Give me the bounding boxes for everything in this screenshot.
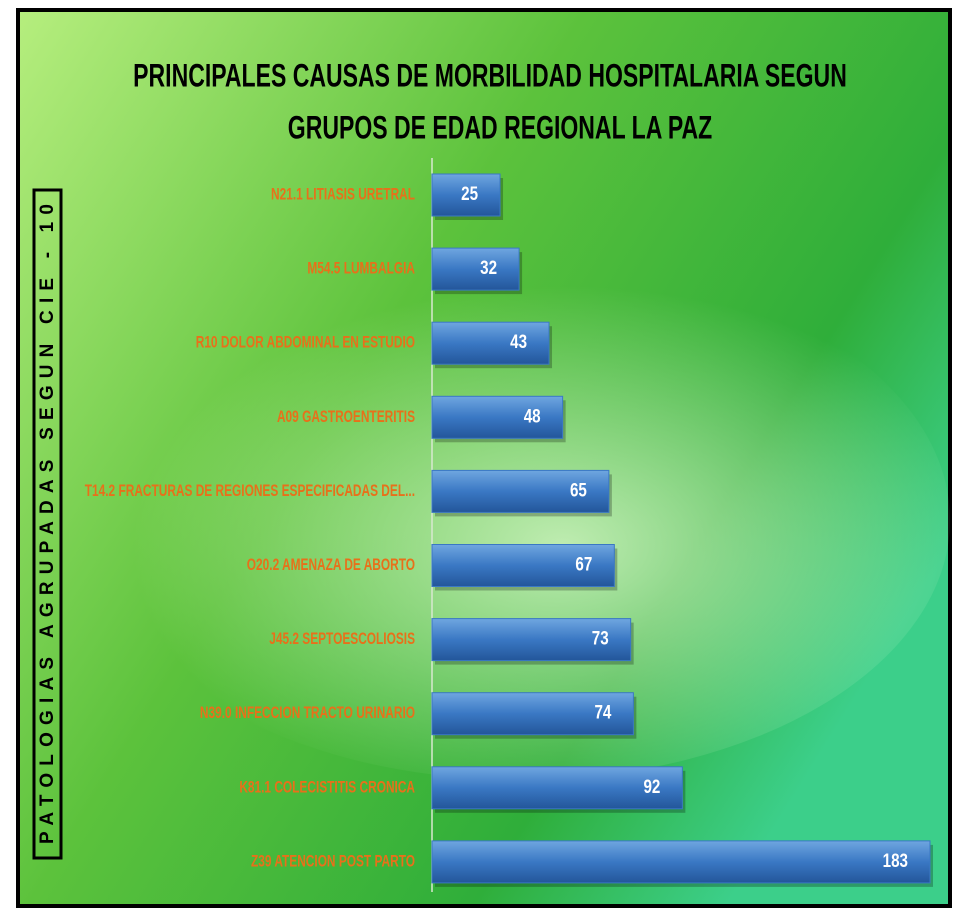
category-label: T14.2 FRACTURAS DE REGIONES ESPECIFICADA… bbox=[85, 482, 415, 501]
bar bbox=[431, 247, 520, 291]
chart-title: GRUPOS DE EDAD REGIONAL LA PAZ bbox=[288, 110, 712, 146]
value-label-group: 92 bbox=[643, 775, 660, 797]
value-label-group: 32 bbox=[480, 256, 497, 278]
value-label: 183 bbox=[883, 849, 908, 871]
value-label: 67 bbox=[575, 553, 592, 575]
category-label: M54.5 LUMBALGIA bbox=[307, 260, 415, 279]
category-label: J45.2 SEPTOESCOLIOSIS bbox=[269, 630, 415, 649]
bar bbox=[431, 395, 564, 439]
chart-title: PRINCIPALES CAUSAS DE MORBILIDAD HOSPITA… bbox=[133, 58, 847, 94]
value-label: 32 bbox=[480, 256, 497, 278]
bar bbox=[431, 321, 550, 365]
category-label-group: Z39 ATENCION POST PARTO bbox=[251, 852, 415, 871]
bar bbox=[431, 692, 634, 736]
background-glow bbox=[90, 260, 950, 780]
bar bbox=[431, 469, 610, 513]
category-label-group: T14.2 FRACTURAS DE REGIONES ESPECIFICADA… bbox=[85, 482, 415, 501]
value-label: 25 bbox=[461, 182, 478, 204]
bar bbox=[431, 618, 632, 662]
category-label: A09 GASTROENTERITIS bbox=[277, 408, 415, 427]
value-label-group: 48 bbox=[524, 405, 541, 427]
category-label: N39.0 INFECCION TRACTO URINARIO bbox=[200, 704, 415, 723]
value-label: 73 bbox=[592, 627, 609, 649]
value-label-group: 74 bbox=[594, 701, 611, 723]
axis-title-box bbox=[32, 188, 63, 860]
category-label-group: K81.1 COLECISTITIS CRONICA bbox=[239, 778, 415, 797]
value-label-group: 67 bbox=[575, 553, 592, 575]
value-label-group: 65 bbox=[570, 479, 587, 501]
bar bbox=[431, 766, 683, 810]
category-label: N21.1 LITIASIS URETRAL bbox=[271, 186, 415, 205]
category-label-group: M54.5 LUMBALGIA bbox=[307, 260, 415, 279]
bar bbox=[431, 840, 931, 884]
category-label: Z39 ATENCION POST PARTO bbox=[251, 852, 415, 871]
category-label: O20.2 AMENAZA DE ABORTO bbox=[247, 556, 415, 575]
value-label-group: 183 bbox=[883, 849, 908, 871]
category-label: R10 DOLOR ABDOMINAL EN ESTUDIO bbox=[196, 334, 415, 353]
category-label-group: N21.1 LITIASIS URETRAL bbox=[271, 186, 415, 205]
category-label-group: J45.2 SEPTOESCOLIOSIS bbox=[269, 630, 415, 649]
value-label-group: 25 bbox=[461, 182, 478, 204]
category-label-group: N39.0 INFECCION TRACTO URINARIO bbox=[200, 704, 415, 723]
category-label-group: R10 DOLOR ABDOMINAL EN ESTUDIO bbox=[196, 334, 415, 353]
value-label-group: 73 bbox=[592, 627, 609, 649]
value-label: 92 bbox=[643, 775, 660, 797]
value-label-group: 43 bbox=[510, 331, 527, 353]
bar bbox=[431, 173, 501, 217]
bar bbox=[431, 544, 615, 587]
value-label: 74 bbox=[594, 701, 611, 723]
category-label-group: A09 GASTROENTERITIS bbox=[277, 408, 415, 427]
category-label: K81.1 COLECISTITIS CRONICA bbox=[239, 778, 415, 797]
value-label: 65 bbox=[570, 479, 587, 501]
category-label-group: O20.2 AMENAZA DE ABORTO bbox=[247, 556, 415, 575]
value-label: 48 bbox=[524, 405, 541, 427]
value-label: 43 bbox=[510, 331, 527, 353]
